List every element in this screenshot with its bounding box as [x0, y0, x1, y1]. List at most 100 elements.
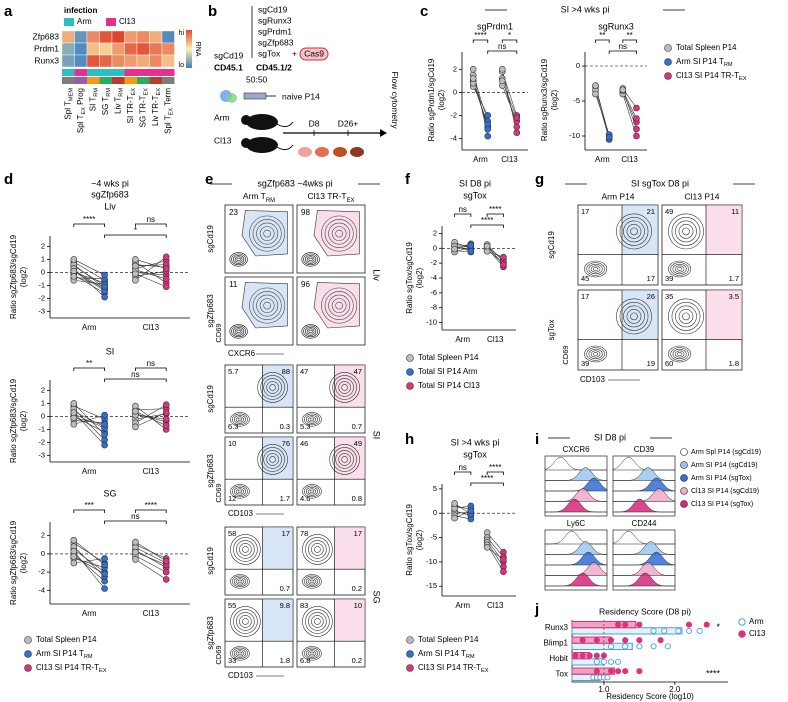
contour: [235, 578, 245, 585]
contour: [266, 381, 279, 394]
contour: [677, 267, 683, 271]
treat-dot: [101, 283, 108, 291]
contour: [311, 615, 324, 628]
y-axis-label: Ratio sgRunx3/sgCd19: [540, 58, 549, 141]
category-label: Tox: [556, 669, 568, 678]
quadrant-value: 1.8: [729, 359, 739, 368]
diagram-label: sgCd19: [214, 50, 244, 60]
tissue-label: SG: [372, 590, 382, 603]
contour: [259, 298, 275, 313]
sig-label: *: [134, 226, 137, 235]
sig-bracket: [486, 213, 504, 217]
contour: [332, 447, 357, 472]
point: [650, 627, 657, 634]
quadrant-value: 47: [354, 367, 362, 376]
organ: [315, 147, 329, 157]
scale-label: RNA: [194, 42, 201, 57]
contour: [672, 263, 687, 275]
sig-bracket: [622, 39, 637, 43]
point: [593, 658, 600, 665]
treat-dot: [101, 271, 108, 279]
treat-dot: [101, 293, 108, 301]
contour: [321, 215, 358, 252]
diagram-label: Arm: [214, 112, 230, 122]
point: [685, 627, 693, 634]
pair-line: [73, 414, 105, 425]
pair-line: [73, 558, 105, 568]
contour: [230, 534, 261, 565]
row-label: sgTox: [547, 320, 556, 341]
panel-header: sgZfp683 ~4wks pi: [257, 178, 332, 188]
contour: [309, 417, 315, 422]
x-axis-label: CXCR6: [228, 349, 256, 358]
y-axis-label: Ratio sgTox/sgCd19: [405, 504, 414, 576]
legend-label: Total Spleen P14: [418, 635, 479, 644]
legend-marker: [24, 636, 32, 644]
label-part: EX: [169, 108, 175, 116]
treat-dot: [162, 557, 170, 565]
y-axis-label: (log2): [550, 89, 559, 110]
contour: [260, 375, 285, 400]
histogram-frame: [544, 455, 608, 517]
arrow-head: [380, 129, 387, 137]
control-dot: [132, 556, 139, 563]
contour: [236, 329, 241, 334]
x-tick-label: Arm: [595, 155, 610, 164]
control-dot: [451, 514, 458, 522]
treat-dot: [467, 507, 475, 515]
quadrant-value: 6.3: [228, 422, 238, 431]
y-tick-label: -5: [430, 533, 437, 542]
point: [607, 668, 615, 675]
tissue-cell: [74, 77, 87, 84]
treat-dot: [162, 415, 170, 423]
label-part: Arm SI P14 T: [676, 57, 724, 66]
chart-title: Residency Score (D8 pi): [599, 606, 691, 616]
legend-marker: [738, 630, 746, 638]
point: [600, 652, 607, 659]
y-tick-label: 2: [41, 531, 45, 540]
plot-subtitle: sgTox: [463, 190, 487, 200]
quadrant-value: 0.8: [352, 494, 362, 503]
contour: [305, 537, 330, 562]
quadrant-value: 35: [665, 292, 673, 301]
contour: [302, 412, 322, 427]
sig-label: *: [508, 31, 511, 40]
y-axis-label: CD69: [561, 345, 570, 364]
diagram-label: naive P14: [282, 91, 320, 101]
sig-label: ns: [458, 463, 466, 472]
legend-title: infection: [64, 6, 97, 15]
sig-label: **: [86, 359, 92, 368]
diagram-label: Cl13: [214, 135, 232, 145]
quadrant-shade: [334, 599, 365, 642]
contour: [335, 378, 354, 397]
diagram-label: +: [292, 48, 297, 58]
y-tick-label: 2: [41, 385, 45, 394]
sig-label: ****: [145, 501, 157, 510]
quadrant-value: 0.7: [280, 584, 290, 593]
column-header: Cl13 P14: [685, 191, 720, 201]
control-dot: [483, 544, 491, 551]
label-part: EX: [144, 88, 150, 96]
pair-line: [135, 551, 167, 566]
pair-line: [135, 549, 167, 568]
heatmap-cell: [74, 30, 88, 44]
point: [607, 637, 615, 644]
label-part: SI T: [88, 97, 97, 112]
contour: [311, 543, 324, 556]
quadrant-value: 17: [581, 292, 589, 301]
syringe: [243, 92, 267, 100]
point: [593, 652, 600, 659]
x-tick-label: 1.0: [598, 685, 610, 694]
quadrant-value: 1.7: [280, 494, 290, 503]
legend-marker: [680, 500, 688, 508]
contour: [233, 537, 258, 562]
pair-line: [73, 550, 105, 589]
legend-marker: [680, 474, 688, 482]
infection-cell: [87, 69, 100, 76]
treat-dot: [500, 261, 507, 268]
flow-frame: [661, 289, 743, 371]
contour: [230, 574, 250, 589]
quadrant-value: 17: [282, 529, 290, 538]
point: [675, 627, 682, 634]
pair-line: [135, 259, 167, 269]
